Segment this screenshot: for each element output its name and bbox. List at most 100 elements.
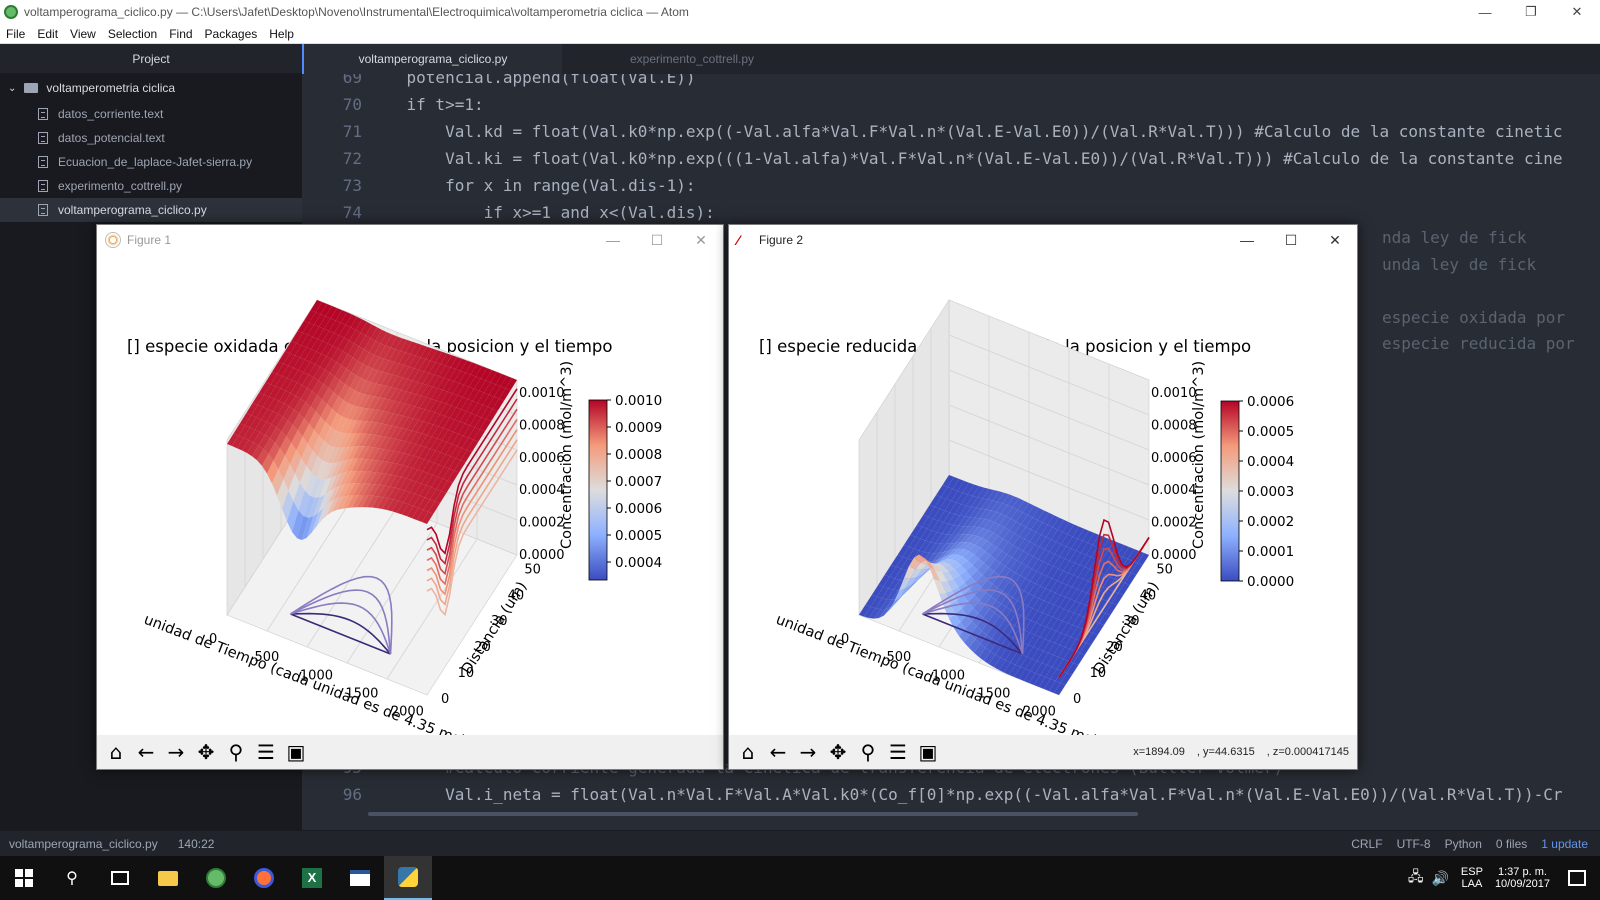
search-button[interactable]: ⚲ — [48, 856, 96, 900]
surface-patch — [374, 473, 387, 485]
language-indicator[interactable]: ESP LAA — [1461, 866, 1483, 890]
surface-patch — [306, 450, 318, 473]
configure-icon[interactable]: ☰ — [257, 740, 275, 764]
tree-folder[interactable]: ⌄ voltamperometria ciclica — [0, 74, 302, 102]
surface-patch — [257, 394, 270, 407]
surface-patch — [384, 387, 397, 400]
app-button[interactable] — [336, 856, 384, 900]
surface-patch — [244, 415, 257, 428]
save-icon[interactable]: ▣ — [286, 740, 306, 764]
tree-file-voltamperograma[interactable]: voltamperograma_ciclico.py — [0, 198, 302, 222]
surface-patch — [347, 495, 359, 508]
menu-find[interactable]: Find — [169, 26, 193, 41]
z-tick-label: 0.0010 — [519, 386, 565, 401]
surface-patch — [437, 377, 450, 390]
figure-2-close-button[interactable]: ✕ — [1329, 231, 1341, 248]
pan-icon[interactable]: ✥ — [829, 740, 847, 764]
clock[interactable]: 1:37 p. m. 10/09/2017 — [1495, 866, 1550, 890]
notification-icon[interactable] — [1568, 870, 1586, 886]
surface-patch — [285, 380, 297, 393]
back-icon[interactable]: ← — [137, 740, 155, 764]
surface-patch — [279, 436, 292, 456]
minimize-button[interactable]: — — [1478, 4, 1492, 20]
python-button[interactable] — [384, 856, 432, 900]
surface-patch — [440, 442, 452, 455]
tab-voltamperograma[interactable]: voltamperograma_ciclico.py — [302, 44, 562, 74]
surface-patch — [1029, 532, 1042, 545]
firefox-button[interactable] — [240, 856, 288, 900]
tree-header[interactable]: Project — [0, 44, 302, 74]
forward-icon[interactable]: → — [799, 740, 817, 764]
menu-file[interactable]: File — [6, 26, 26, 41]
surface-patch — [1048, 643, 1060, 655]
surface-patch — [351, 360, 363, 376]
surface-patch — [1054, 633, 1067, 645]
menu-view[interactable]: View — [70, 26, 96, 41]
tree-file-datos-corriente[interactable]: datos_corriente.text — [0, 102, 302, 126]
status-line-ending[interactable]: CRLF — [1351, 836, 1383, 851]
figure-2-maximize-button[interactable]: ☐ — [1284, 231, 1298, 248]
restore-button[interactable]: ❐ — [1525, 4, 1537, 19]
surface-patch — [304, 349, 317, 362]
tab-cottrell[interactable]: experimento_cottrell.py — [629, 52, 755, 66]
tree-file-datos-potencial[interactable]: datos_potencial.text — [0, 126, 302, 150]
status-file[interactable]: voltamperograma_ciclico.py — [9, 836, 158, 851]
status-grammar[interactable]: Python — [1444, 836, 1482, 851]
surface-patch — [327, 392, 339, 409]
volume-icon[interactable]: 🔊 — [1431, 869, 1449, 886]
surface-patch — [894, 588, 906, 602]
figure-1-minimize-button[interactable]: — — [606, 232, 620, 248]
horizontal-scrollbar[interactable] — [368, 812, 1138, 816]
surface-patch — [313, 366, 325, 381]
explorer-button[interactable] — [144, 856, 192, 900]
pan-icon[interactable]: ✥ — [197, 740, 215, 764]
excel-button[interactable]: X — [288, 856, 336, 900]
surface-patch — [1024, 620, 1037, 633]
surface-patch — [475, 366, 487, 379]
surface-patch — [344, 470, 357, 485]
status-git[interactable]: 0 files — [1495, 836, 1528, 851]
home-icon[interactable]: ⌂ — [109, 740, 123, 764]
figure-1-maximize-button[interactable]: ☐ — [650, 231, 664, 248]
surface-patch — [385, 425, 397, 438]
x-tick-label: 0 — [209, 632, 217, 647]
tree-file-cottrell[interactable]: experimento_cottrell.py — [0, 174, 302, 198]
surface-patch — [951, 554, 963, 562]
surface-patch — [987, 490, 999, 501]
zoom-icon[interactable]: ⚲ — [228, 740, 244, 764]
surface-patch — [997, 492, 1009, 504]
figure-2-minimize-button[interactable]: — — [1240, 232, 1254, 248]
configure-icon[interactable]: ☰ — [889, 740, 907, 764]
surface-patch — [889, 597, 901, 611]
tree-file-laplace[interactable]: Ecuacion_de_laplace-Jafet-sierra.py — [0, 150, 302, 174]
back-icon[interactable]: ← — [769, 740, 787, 764]
figure-2-plot[interactable]: [] especie reducida como funcion de la p… — [729, 255, 1357, 735]
menu-edit[interactable]: Edit — [37, 26, 59, 41]
surface-patch — [480, 368, 492, 381]
figure-1-plot[interactable]: [] especie oxidada como funcion de la po… — [97, 255, 723, 735]
save-icon[interactable]: ▣ — [918, 740, 938, 764]
home-icon[interactable]: ⌂ — [741, 740, 755, 764]
start-button[interactable] — [0, 856, 48, 900]
forward-icon[interactable]: → — [167, 740, 185, 764]
surface-patch — [345, 419, 357, 434]
task-view-button[interactable] — [96, 856, 144, 900]
status-cursor[interactable]: 140:22 — [177, 836, 215, 851]
menu-help[interactable]: Help — [269, 26, 294, 41]
surface-patch — [252, 445, 264, 461]
surface-patch — [470, 364, 482, 377]
surface-patch — [320, 304, 332, 317]
status-encoding[interactable]: UTF-8 — [1396, 836, 1431, 851]
figure-1-title-bar[interactable]: Figure 1 — ☐ ✕ — [97, 225, 723, 255]
atom-button[interactable] — [192, 856, 240, 900]
close-button[interactable]: ✕ — [1571, 4, 1583, 19]
menu-selection[interactable]: Selection — [107, 26, 158, 41]
network-icon[interactable]: 🖧 — [1407, 868, 1424, 884]
status-update[interactable]: 1 update — [1541, 836, 1588, 851]
zoom-icon[interactable]: ⚲ — [860, 740, 876, 764]
menu-packages[interactable]: Packages — [204, 26, 258, 41]
figure-2-title-bar[interactable]: ⁄ Figure 2 — ☐ ✕ — [729, 225, 1357, 255]
surface-patch — [427, 462, 440, 475]
figure-1-close-button[interactable]: ✕ — [695, 231, 707, 248]
surface-patch — [428, 501, 440, 514]
